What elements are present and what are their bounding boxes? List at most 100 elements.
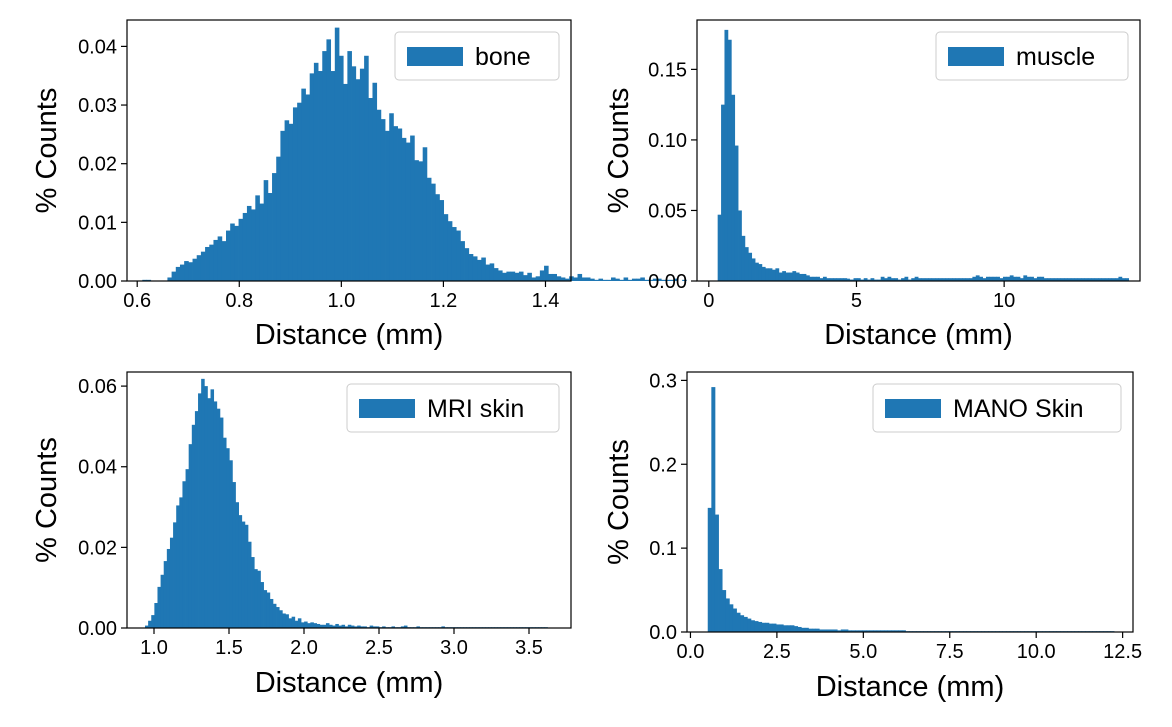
histogram-bar [1098, 278, 1102, 281]
histogram-bar [869, 630, 874, 632]
histogram-bar [372, 82, 378, 281]
histogram-bar [393, 126, 398, 281]
histogram-bar [887, 630, 892, 632]
histogram-bar [276, 156, 281, 281]
y-axis-label: % Counts [603, 88, 635, 214]
histogram-bar [238, 515, 243, 628]
histogram-bar [722, 590, 727, 632]
histogram-bar [839, 278, 844, 281]
y-tick-label: 0.01 [78, 212, 117, 234]
chart-panel-4: 0.0 2.5 5.0 7.5 10.0 12.5 0.0 0.1 0.2 0.3 Distance… [603, 370, 1142, 703]
histogram-bar [938, 278, 943, 281]
x-tick-label: 1.0 [140, 637, 168, 659]
histogram-bar [375, 626, 380, 628]
histogram-bar [313, 62, 319, 281]
histogram-bar [602, 279, 608, 281]
x-tick-label: 5 [851, 290, 862, 312]
histogram-bar [644, 279, 650, 281]
histogram-bar [819, 278, 824, 281]
histogram-bar [301, 88, 306, 282]
histogram-bar [266, 592, 271, 628]
histogram-bar [714, 514, 719, 632]
histogram-bar [744, 247, 749, 281]
histogram-bar [829, 278, 834, 281]
histogram-bar [822, 276, 827, 281]
histogram-bar [1033, 278, 1038, 281]
histogram-bar [975, 275, 980, 281]
y-axis-label: % Counts [603, 439, 635, 565]
y-tick-label: 0.2 [649, 454, 677, 476]
histogram-bar [1087, 278, 1092, 281]
histogram-bar [948, 278, 953, 281]
histogram-bar [1101, 278, 1106, 281]
histogram-bar [319, 624, 324, 628]
histogram-bar [851, 630, 856, 632]
x-axis-label: Distance (mm) [255, 667, 444, 699]
histogram-bar [717, 214, 722, 281]
histogram-bar [213, 401, 218, 628]
histogram-bar [292, 107, 298, 281]
legend: MRI skin [346, 383, 560, 433]
histogram-bar [750, 620, 755, 632]
histogram-bar [840, 629, 845, 632]
histogram-bar [758, 621, 763, 632]
histogram-bar [350, 625, 355, 628]
histogram-bar [518, 271, 524, 281]
histogram-bar [816, 276, 820, 281]
histogram-bar [369, 625, 374, 628]
histogram-bar [877, 279, 882, 281]
histogram-bar [790, 625, 795, 632]
histogram-bar [792, 271, 797, 281]
histogram-bar [259, 203, 265, 281]
histogram-bar [335, 623, 339, 628]
histogram-bar [876, 630, 881, 632]
histogram-bar [372, 626, 377, 628]
histogram-bar [850, 279, 854, 281]
histogram-bar [510, 271, 516, 281]
histogram-bar [318, 71, 323, 281]
histogram-bar [194, 411, 199, 628]
histogram-bar [880, 630, 885, 632]
histogram-bar [891, 630, 896, 632]
histogram-bar [815, 628, 820, 632]
x-tick-label: 0.6 [123, 290, 151, 312]
histogram-bar [241, 521, 246, 628]
histogram-bar [230, 223, 235, 281]
histogram-bar [808, 628, 813, 632]
histogram-bar [898, 630, 903, 632]
histogram-bar [1084, 278, 1089, 281]
histogram-bar [1074, 278, 1079, 281]
histogram-bar [343, 83, 348, 282]
histogram-bar [163, 561, 168, 628]
histogram-bar [355, 79, 361, 282]
histogram-bar [556, 276, 562, 281]
histogram-bar [376, 109, 382, 282]
histogram-bar [812, 628, 817, 632]
histogram-bar [1053, 278, 1058, 281]
histogram-bar [707, 507, 712, 632]
legend-box [935, 31, 1129, 81]
histogram-bar [297, 618, 302, 628]
histogram-bar [267, 193, 273, 281]
y-tick-label: 0.04 [78, 36, 117, 58]
y-tick-label: 0.00 [78, 618, 117, 640]
histogram-bar [1064, 278, 1068, 281]
histogram-bar [619, 279, 624, 281]
histogram-bar [357, 625, 361, 628]
histogram-bar [640, 277, 645, 281]
legend-swatch [948, 47, 1004, 66]
legend-label: MANO Skin [953, 395, 1084, 423]
histogram-bar [743, 616, 748, 632]
histogram-bar [765, 622, 770, 632]
histogram-bar [904, 276, 909, 281]
histogram-bar [1019, 278, 1024, 281]
histogram-bar [725, 598, 730, 632]
histogram-bar [883, 630, 888, 632]
histogram-bar [795, 272, 800, 281]
histogram-bar [285, 614, 289, 628]
histogram-bar [341, 624, 346, 628]
x-tick-label: 0.8 [225, 290, 253, 312]
histogram-bar [979, 276, 983, 281]
histogram-bar [1118, 276, 1123, 281]
histogram-bar [573, 277, 578, 281]
